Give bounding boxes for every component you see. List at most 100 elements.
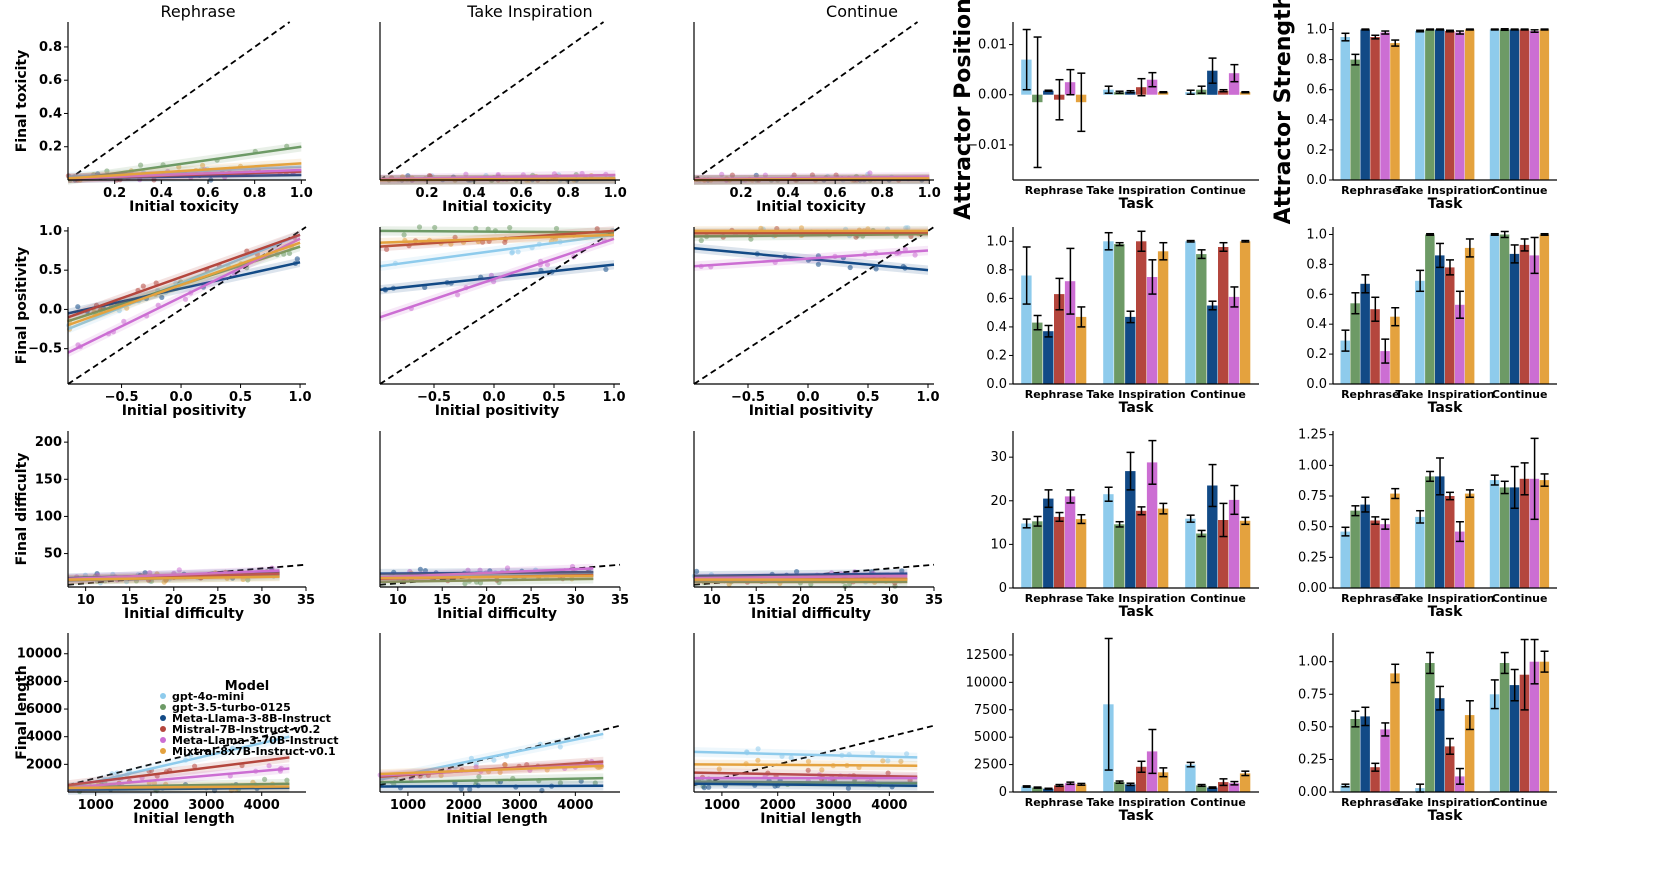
bar-take-inspiration-Mixtral-8x7B-Instruct-v0.1	[1464, 247, 1475, 384]
legend-marker	[160, 704, 166, 710]
column-title-take-inspiration: Take Inspiration	[466, 2, 592, 21]
y-tick-label: 30	[990, 450, 1007, 465]
bar-continue-Mixtral-8x7B-Instruct-v0.1	[1239, 520, 1251, 588]
x-tick-label: 25	[836, 593, 854, 608]
y-tick-label: 0.2	[39, 140, 62, 155]
bar-rephrase-Mistral-7B-Instruct-v0.2	[1370, 520, 1380, 588]
x-tick-label: 0.4	[463, 186, 486, 201]
x-axis-label: Task	[1428, 400, 1464, 416]
bar-rephrase-gpt-4o-mini	[1340, 37, 1350, 180]
scatter-point	[794, 569, 800, 575]
bar-rephrase-Meta-Llama-3-70B-Instruct	[1380, 351, 1390, 384]
x-tick-label: 15	[121, 593, 139, 608]
bar-rephrase-Mixtral-8x7B-Instruct-v0.1	[1390, 43, 1400, 180]
fit-line-gpt-3.5-turbo-0125	[693, 232, 929, 238]
x-axis-label: Task	[1428, 196, 1464, 212]
x-tick-label: 0.0	[796, 390, 819, 405]
x-tick-label: 35	[611, 593, 629, 608]
bar-rephrase-Mixtral-8x7B-Instruct-v0.1	[1075, 316, 1087, 384]
bar-take-inspiration-Mistral-7B-Instruct-v0.2	[1136, 766, 1147, 792]
bar-take-inspiration-gpt-3.5-turbo-0125	[1425, 663, 1435, 792]
bar-continue-Meta-Llama-3-8B-Instruct	[1509, 29, 1520, 180]
x-tick-label: 15	[433, 593, 451, 608]
scatter-point	[805, 767, 811, 773]
x-tick-label: 2000	[133, 798, 169, 813]
y-tick-label: −0.01	[967, 138, 1007, 153]
x-tick-label: 0.4	[777, 186, 800, 201]
bar-continue-Meta-Llama-3-8B-Instruct	[1509, 685, 1520, 792]
scatter-point	[544, 262, 551, 268]
x-axis-label: Task	[1119, 604, 1155, 620]
identity-line	[693, 226, 935, 385]
x-tick-label: 1.0	[916, 390, 939, 405]
category-label: Rephrase	[1341, 184, 1400, 197]
scatter-point	[819, 767, 825, 773]
x-tick-label: 0.0	[170, 390, 193, 405]
y-tick-label: 5000	[974, 730, 1007, 745]
category-label: Continue	[1190, 592, 1246, 605]
bar-take-inspiration-Meta-Llama-3-70B-Instruct	[1455, 304, 1465, 384]
x-tick-label: 10	[77, 593, 95, 608]
scatter-point	[262, 776, 268, 783]
x-axis-label: Task	[1119, 808, 1155, 824]
y-tick-label: 100	[35, 509, 62, 524]
scatter-point	[509, 249, 516, 255]
category-label: Take Inspiration	[1086, 388, 1185, 401]
legend-marker	[160, 726, 166, 732]
scatter-point	[452, 234, 458, 240]
bar-take-inspiration-gpt-3.5-turbo-0125	[1425, 29, 1435, 180]
scatter-point	[805, 758, 812, 765]
scatter-panel-positivity-1: −0.5 0.0 0.5 1.0 Initial positivity	[379, 224, 626, 419]
bar-take-inspiration-Mixtral-8x7B-Instruct-v0.1	[1157, 772, 1169, 792]
scatter-point	[815, 261, 822, 267]
x-tick-label: 0.5	[229, 390, 252, 405]
category-label: Take Inspiration	[1395, 592, 1494, 605]
bar-continue-Mixtral-8x7B-Instruct-v0.1	[1539, 480, 1550, 588]
scatter-point	[497, 769, 503, 776]
y-tick-label: 0.4	[39, 106, 62, 121]
y-tick-label: 0.00	[1298, 785, 1327, 800]
y-tick-label: 0.0	[1306, 173, 1327, 188]
x-axis-label: Initial difficulty	[751, 606, 871, 622]
bar-continue-gpt-4o-mini	[1489, 234, 1500, 384]
x-axis-label: Initial difficulty	[124, 606, 244, 622]
scatter-panel-toxicity-1: 0.2 0.4 0.6 0.8 1.0 Initial toxicity	[379, 21, 627, 215]
scatter-point	[245, 577, 251, 583]
fit-line-gpt-4o-mini	[379, 233, 615, 268]
scatter-point	[104, 168, 110, 174]
bar-rephrase-Mistral-7B-Instruct-v0.2	[1370, 309, 1380, 384]
x-tick-label: 0.6	[196, 186, 219, 201]
y-tick-label: 0.2	[1306, 347, 1327, 362]
x-tick-label: 1.0	[289, 390, 312, 405]
scatter-point	[880, 758, 886, 764]
bar-rephrase-Mixtral-8x7B-Instruct-v0.1	[1390, 493, 1400, 588]
category-label: Rephrase	[1025, 592, 1084, 605]
bar-take-inspiration-Meta-Llama-3-8B-Instruct	[1125, 471, 1136, 588]
fit-line-Mixtral-8x7B-Instruct-v0.1	[379, 233, 615, 244]
x-tick-label: 1.0	[290, 186, 313, 201]
bar-continue-Meta-Llama-3-70B-Instruct	[1529, 661, 1540, 792]
scatter-point	[515, 249, 521, 255]
column-title-continue: Continue	[826, 2, 898, 21]
y-tick-label: 0.6	[39, 73, 62, 88]
y-tick-label: 0.2	[986, 348, 1007, 363]
y-tick-label: 10000	[966, 675, 1007, 690]
scatter-point	[266, 763, 272, 769]
x-axis-label: Initial toxicity	[442, 199, 552, 215]
scatter-point	[422, 568, 428, 574]
fit-line-Mixtral-8x7B-Instruct-v0.1	[67, 575, 280, 581]
legend-item: gpt-4o-mini	[172, 690, 244, 703]
bar-continue-gpt-4o-mini	[1185, 241, 1196, 384]
bar-take-inspiration-gpt-3.5-turbo-0125	[1425, 476, 1435, 588]
bar-rephrase-Meta-Llama-3-70B-Instruct	[1380, 32, 1390, 180]
legend-marker	[160, 737, 166, 743]
y-tick-label: 0.00	[978, 88, 1007, 103]
scatter-point	[753, 172, 759, 178]
bar-rephrase-gpt-3.5-turbo-0125	[1350, 719, 1360, 792]
y-tick-label: 1.00	[1298, 655, 1327, 670]
bar-continue-gpt-4o-mini	[1489, 694, 1500, 792]
bar-grid: Rephrase Take Inspiration Continue −0.01 0.0…	[951, 0, 1557, 824]
scatter-point	[455, 292, 461, 298]
